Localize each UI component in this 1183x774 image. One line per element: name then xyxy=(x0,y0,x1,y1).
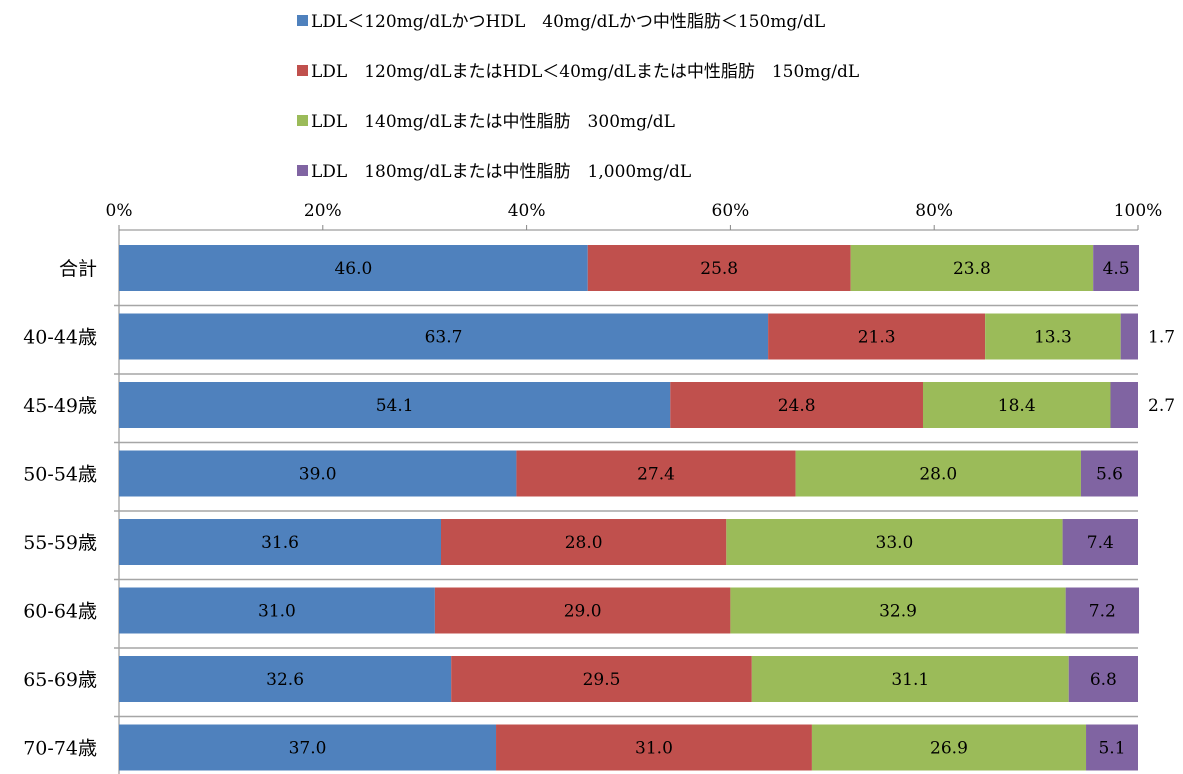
bar-segment xyxy=(119,519,442,565)
legend: LDL＜120mg/dLかつHDL 40mg/dLかつ中性脂肪＜150mg/dL… xyxy=(297,10,859,210)
legend-item-series-1: LDL＜120mg/dLかつHDL 40mg/dLかつ中性脂肪＜150mg/dL xyxy=(297,10,859,34)
bar-segment xyxy=(985,313,1121,360)
data-label: 21.3 xyxy=(858,328,896,348)
data-label: 6.8 xyxy=(1090,670,1117,690)
bar-segment xyxy=(1110,382,1138,428)
bar-segment xyxy=(1120,313,1138,360)
data-label: 26.9 xyxy=(930,739,968,759)
data-label: 27.4 xyxy=(637,465,675,485)
x-tick-label: 0% xyxy=(106,201,133,221)
data-label: 13.3 xyxy=(1034,328,1072,348)
data-label: 25.8 xyxy=(700,259,738,279)
legend-label-series-4: LDL 180mg/dLまたは中性脂肪 1,000mg/dL xyxy=(311,162,692,182)
data-label: 23.8 xyxy=(953,259,991,279)
data-label: 46.0 xyxy=(334,259,372,279)
legend-label-series-2: LDL 120mg/dLまたはHDL＜40mg/dLまたは中性脂肪 150mg/… xyxy=(311,62,860,82)
bar-segment xyxy=(119,587,435,634)
data-label: 63.7 xyxy=(425,328,463,348)
category-label: 70-74歳 xyxy=(23,738,97,760)
bar-segment xyxy=(516,450,796,497)
bar-segment xyxy=(1093,245,1140,291)
bar-segment xyxy=(119,656,452,702)
data-label: 31.6 xyxy=(261,533,299,553)
bar-segment xyxy=(1068,656,1138,702)
data-label: 31.1 xyxy=(891,670,929,690)
bar-segment xyxy=(451,656,752,702)
bar-segment xyxy=(795,450,1081,497)
data-label: 1.7 xyxy=(1148,328,1175,348)
legend-swatch-series-1 xyxy=(297,15,308,26)
category-label: 合計 xyxy=(59,258,97,280)
category-label: 45-49歳 xyxy=(23,395,97,417)
x-tick-label: 20% xyxy=(304,201,342,221)
data-label: 37.0 xyxy=(289,739,327,759)
data-label: 29.5 xyxy=(583,670,621,690)
data-label: 31.0 xyxy=(258,602,296,622)
data-label: 54.1 xyxy=(376,396,414,416)
bar-segment xyxy=(1065,587,1140,634)
bar-segment xyxy=(1062,519,1138,565)
bar-segment xyxy=(434,587,731,634)
legend-label-series-3: LDL 140mg/dLまたは中性脂肪 300mg/dL xyxy=(311,112,675,132)
data-label: 5.6 xyxy=(1096,465,1123,485)
legend-swatch-series-4 xyxy=(297,165,308,176)
x-tick-label: 80% xyxy=(915,201,953,221)
x-tick-label: 40% xyxy=(508,201,546,221)
legend-item-series-3: LDL 140mg/dLまたは中性脂肪 300mg/dL xyxy=(297,110,859,134)
data-label: 39.0 xyxy=(299,465,337,485)
bar-segment xyxy=(119,245,588,291)
legend-label-series-1: LDL＜120mg/dLかつHDL 40mg/dLかつ中性脂肪＜150mg/dL xyxy=(311,12,826,32)
bar-segment xyxy=(119,313,769,360)
data-label: 28.0 xyxy=(919,465,957,485)
data-label: 32.6 xyxy=(266,670,304,690)
category-label: 55-59歳 xyxy=(23,532,97,554)
bar-segment xyxy=(587,245,851,291)
data-label: 7.2 xyxy=(1089,602,1116,622)
bar-segment xyxy=(119,382,671,428)
data-label: 29.0 xyxy=(564,602,602,622)
category-label: 65-69歳 xyxy=(23,669,97,691)
data-label: 5.1 xyxy=(1098,739,1125,759)
bar-segment xyxy=(730,587,1066,634)
data-label: 32.9 xyxy=(879,602,917,622)
x-tick-label: 60% xyxy=(712,201,750,221)
bar-segment xyxy=(811,724,1087,771)
bar-segment xyxy=(119,724,497,771)
data-label: 2.7 xyxy=(1148,396,1175,416)
data-label: 18.4 xyxy=(998,396,1036,416)
category-label: 50-54歳 xyxy=(23,464,97,486)
legend-swatch-series-2 xyxy=(297,65,308,76)
data-label: 24.8 xyxy=(778,396,816,416)
bar-segment xyxy=(768,313,986,360)
bar-segment xyxy=(850,245,1094,291)
x-tick-label: 100% xyxy=(1114,201,1163,221)
data-label: 31.0 xyxy=(635,739,673,759)
category-label: 40-44歳 xyxy=(23,327,97,349)
data-label: 28.0 xyxy=(565,533,603,553)
legend-item-series-4: LDL 180mg/dLまたは中性脂肪 1,000mg/dL xyxy=(297,160,859,184)
bar-segment xyxy=(441,519,727,565)
bar-segment xyxy=(496,724,812,771)
bar-segment xyxy=(1080,450,1138,497)
legend-swatch-series-3 xyxy=(297,115,308,126)
bar-segment xyxy=(1086,724,1138,771)
data-label: 4.5 xyxy=(1103,259,1130,279)
data-label: 33.0 xyxy=(876,533,914,553)
data-label: 7.4 xyxy=(1087,533,1114,553)
bar-segment xyxy=(726,519,1063,565)
bar-segment xyxy=(119,450,517,497)
category-label: 60-64歳 xyxy=(23,601,97,623)
bar-segment xyxy=(751,656,1069,702)
bar-segment xyxy=(670,382,923,428)
legend-item-series-2: LDL 120mg/dLまたはHDL＜40mg/dLまたは中性脂肪 150mg/… xyxy=(297,60,859,84)
bar-segment xyxy=(922,382,1111,428)
